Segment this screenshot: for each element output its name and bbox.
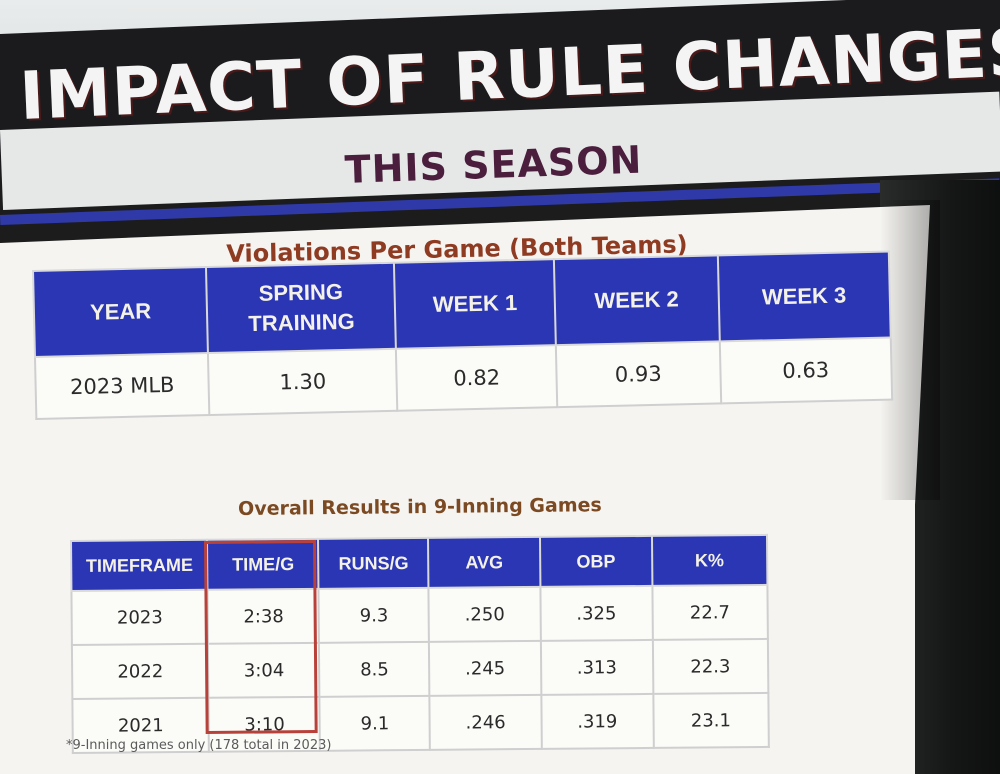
table-cell: 0.93 xyxy=(555,341,721,408)
table-header-row: TIMEFRAME TIME/G RUNS/G AVG OBP K% xyxy=(71,534,768,591)
column-header: RUNS/G xyxy=(318,537,429,589)
column-header: K% xyxy=(651,534,768,586)
table-cell: 22.3 xyxy=(652,638,769,694)
table-row: 2022 3:04 8.5 .245 .313 22.3 xyxy=(71,638,769,699)
time-column-highlight xyxy=(204,540,318,734)
results-table: TIMEFRAME TIME/G RUNS/G AVG OBP K% 2023 … xyxy=(70,534,770,754)
table-cell: .245 xyxy=(429,640,542,696)
table-cell: 0.63 xyxy=(719,337,893,404)
column-header: WEEK 1 xyxy=(394,259,556,349)
table-cell: .250 xyxy=(428,586,541,642)
table-cell: 0.82 xyxy=(396,345,558,411)
column-header: TIMEFRAME xyxy=(71,539,208,591)
footnote: *9-Inning games only (178 total in 2023) xyxy=(66,738,332,753)
table-cell: 2022 xyxy=(71,643,209,699)
table-row: 2023 2:38 9.3 .250 .325 22.7 xyxy=(71,584,768,645)
table-cell: .246 xyxy=(429,694,542,750)
column-header: SPRING TRAINING xyxy=(206,262,397,354)
column-header: WEEK 3 xyxy=(717,251,891,342)
table-cell: 22.7 xyxy=(651,584,768,640)
column-header: WEEK 2 xyxy=(553,255,720,346)
column-header: OBP xyxy=(539,535,652,587)
table-cell: 1.30 xyxy=(208,348,398,416)
table-cell: .325 xyxy=(540,585,653,641)
table-cell: 8.5 xyxy=(319,641,430,697)
table-cell: .313 xyxy=(540,639,653,695)
table-cell: 2023 MLB xyxy=(34,353,210,419)
column-header: YEAR xyxy=(33,267,209,357)
results-heading: Overall Results in 9-Inning Games xyxy=(238,494,602,520)
table-cell: 9.1 xyxy=(319,695,431,751)
table-cell: 2023 xyxy=(71,589,209,645)
table-cell: 23.1 xyxy=(652,692,769,748)
column-header: AVG xyxy=(428,536,541,588)
violations-table: YEAR SPRING TRAINING WEEK 1 WEEK 2 WEEK … xyxy=(32,251,893,420)
table-cell: .319 xyxy=(541,693,654,749)
table-cell: 9.3 xyxy=(318,587,430,643)
